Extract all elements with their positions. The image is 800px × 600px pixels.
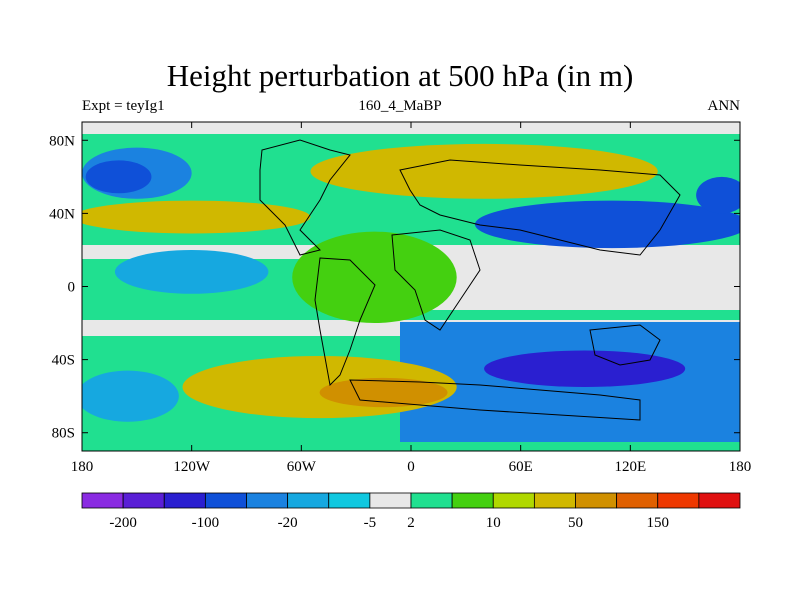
- colorbar-label: 50: [568, 515, 583, 531]
- indo-pacific-neutral-zone: [430, 250, 740, 310]
- x-tick-label: 120W: [173, 459, 211, 475]
- africa-outline: [391, 229, 481, 331]
- colorbar-label: 2: [407, 515, 415, 531]
- colorbar-swatch: [246, 492, 289, 509]
- x-tick-label: 180: [71, 459, 94, 475]
- region-south-pacific-low: [82, 370, 179, 422]
- antarctic-shelf-outline: [349, 379, 641, 421]
- north-america-outline: [259, 139, 351, 256]
- x-axis: 180 120W 60W 0 60E 120E 180: [71, 122, 752, 475]
- region-north-pacific-high: [82, 200, 311, 234]
- colorbar-swatch: [328, 492, 371, 509]
- x-tick-label: 120E: [614, 459, 646, 475]
- x-tick-label: 0: [407, 459, 415, 475]
- colorbar-swatch: [616, 492, 659, 509]
- colorbar: -200 -100 -20 -5 2 10 50 150: [81, 492, 741, 531]
- center-label: 160_4_MaBP: [358, 98, 442, 114]
- colorbar-swatch: [410, 492, 453, 509]
- x-tick-label: 60W: [287, 459, 317, 475]
- colorbar-label: 10: [486, 515, 501, 531]
- colorbar-swatch: [81, 492, 124, 509]
- colorbar-label: -5: [364, 515, 377, 531]
- south-america-outline: [314, 257, 376, 387]
- colorbar-label: 150: [647, 515, 670, 531]
- region-north-pacific-low-core: [85, 160, 152, 194]
- region-eurasia-high: [310, 143, 658, 199]
- colorbar-label: -100: [192, 515, 220, 531]
- colorbar-swatch: [492, 492, 535, 509]
- region-asia-low: [475, 200, 740, 249]
- y-tick-label: 80S: [52, 426, 75, 442]
- colorbar-swatch: [122, 492, 165, 509]
- colorbar-swatch: [657, 492, 700, 509]
- y-axis: 80N 40N 0 40S 80S: [49, 133, 740, 442]
- plot-area: [82, 122, 740, 451]
- region-south-america-high: [292, 231, 457, 324]
- colorbar-swatch: [204, 492, 247, 509]
- experiment-label: Expt = teyIg1: [82, 98, 165, 114]
- region-nw-pacific-low: [696, 176, 740, 214]
- y-tick-label: 40N: [49, 206, 75, 222]
- colorbar-swatch: [698, 492, 741, 509]
- region-south-atlantic-high-core: [319, 377, 448, 408]
- colorbar-swatch: [533, 492, 576, 509]
- colorbar-swatch: [287, 492, 330, 509]
- y-tick-label: 0: [68, 280, 76, 296]
- x-tick-label: 180: [729, 459, 752, 475]
- colorbar-swatch: [369, 492, 412, 509]
- season-label: ANN: [707, 98, 741, 114]
- colorbar-label: -20: [278, 515, 298, 531]
- y-tick-label: 40S: [52, 353, 75, 369]
- region-tropical-pacific-low: [114, 249, 269, 294]
- y-tick-label: 80N: [49, 133, 75, 149]
- chart-title: Height perturbation at 500 hPa (in m): [166, 58, 634, 93]
- region-southern-ocean-low: [484, 350, 686, 388]
- colorbar-swatch: [575, 492, 618, 509]
- colorbar-label: -200: [109, 515, 137, 531]
- colorbar-swatch: [163, 492, 206, 509]
- eurasia-outline: [399, 159, 681, 256]
- colorbar-swatch: [451, 492, 494, 509]
- australia-outline: [589, 324, 661, 366]
- x-tick-label: 60E: [509, 459, 533, 475]
